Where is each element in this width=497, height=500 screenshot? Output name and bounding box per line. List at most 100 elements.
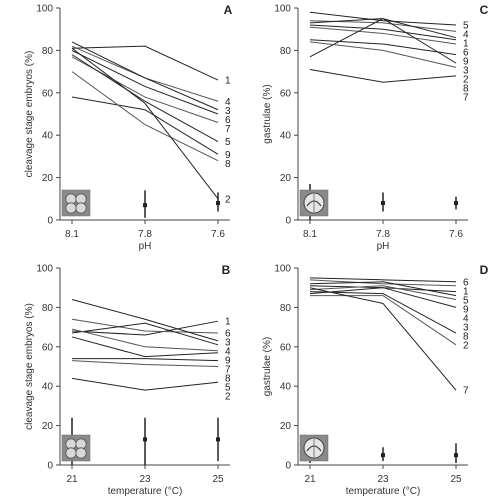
- x-axis-label: temperature (°C): [346, 486, 421, 497]
- series-line-8: [72, 358, 219, 362]
- y-tick-label: 100: [36, 4, 53, 15]
- error-mean-marker: [381, 453, 385, 458]
- x-tick-label: 21: [66, 474, 78, 485]
- y-tick-label: 40: [42, 131, 54, 142]
- series-label: 7: [225, 365, 231, 376]
- y-axis-label: cleavage stage embryos (%): [24, 303, 35, 430]
- y-tick-label: 0: [285, 461, 291, 472]
- x-tick-label: 25: [212, 474, 224, 485]
- panel-letter: A: [224, 3, 233, 17]
- series-line-4: [71, 45, 219, 102]
- series-label: 6: [225, 329, 231, 340]
- embryo-cleavage-icon: [61, 434, 91, 462]
- series-label: 7: [225, 124, 231, 135]
- series-line-4: [309, 285, 457, 301]
- embryo-gastrula-icon: [299, 189, 329, 217]
- series-line-2: [309, 18, 457, 64]
- series-line-7: [71, 336, 219, 358]
- y-tick-label: 20: [280, 421, 292, 432]
- embryo-gastrula-icon: [299, 434, 329, 462]
- x-tick-label: 7.8: [376, 229, 390, 240]
- y-axis-label: gastrulae (%): [262, 337, 273, 396]
- series-line-2: [310, 295, 457, 346]
- series-line-5: [309, 11, 457, 26]
- series-label: 2: [463, 340, 469, 351]
- series-label: 9: [225, 150, 231, 161]
- series-label: 9: [463, 304, 469, 315]
- series-line-7: [71, 56, 219, 123]
- y-tick-label: 80: [280, 46, 292, 57]
- series-label: 1: [463, 38, 469, 49]
- x-tick-label: 23: [139, 474, 151, 485]
- y-axis-label: cleavage stage embryos (%): [24, 51, 35, 178]
- x-tick-label: 23: [377, 474, 389, 485]
- x-tick-label: 7.6: [211, 229, 225, 240]
- panel-letter: D: [480, 263, 489, 277]
- series-label: 5: [463, 295, 469, 306]
- series-label: 5: [463, 20, 469, 31]
- series-label: 4: [463, 313, 469, 324]
- series-line-5: [71, 360, 219, 367]
- series-label: 5: [225, 383, 231, 394]
- y-axis-label: gastrulae (%): [262, 84, 273, 143]
- series-line-7: [309, 287, 457, 391]
- error-mean-marker: [454, 453, 458, 458]
- series-line-8: [309, 41, 457, 68]
- series-label: 6: [463, 277, 469, 288]
- x-tick-label: 21: [304, 474, 316, 485]
- panel-A: 0 20 40 60 80 100 8.1 7.8 7.6 pH cleavage stage em…: [24, 3, 233, 252]
- series-label: 3: [225, 106, 231, 117]
- series-line-1: [71, 45, 219, 81]
- series-line-3: [71, 299, 219, 342]
- y-tick-label: 20: [42, 173, 54, 184]
- series-line-1: [71, 320, 219, 336]
- series-line-6: [309, 24, 457, 41]
- series-label: 4: [225, 347, 231, 358]
- error-mean-marker: [216, 437, 220, 442]
- y-tick-label: 100: [36, 264, 53, 275]
- y-tick-label: 80: [42, 46, 54, 57]
- series-label: 7: [463, 92, 469, 103]
- series-label: 1: [225, 76, 231, 87]
- y-tick-label: 40: [42, 382, 54, 393]
- error-mean-marker: [216, 201, 220, 206]
- series-line-8: [71, 71, 219, 162]
- series-line-3: [71, 41, 219, 111]
- series-label: 8: [463, 331, 469, 342]
- series-line-6: [309, 277, 457, 283]
- y-tick-label: 0: [47, 216, 53, 227]
- series-label: 8: [225, 374, 231, 385]
- series-label: 8: [463, 83, 469, 94]
- y-tick-label: 60: [280, 88, 292, 99]
- y-tick-label: 60: [280, 342, 292, 353]
- series-line-2: [71, 377, 219, 391]
- series-label: 2: [463, 74, 469, 85]
- series-label: 4: [463, 29, 469, 40]
- series-line-1: [309, 18, 457, 39]
- series-line-9: [309, 26, 457, 45]
- error-mean-marker: [454, 201, 458, 206]
- series-line-3: [309, 287, 457, 308]
- y-tick-label: 0: [285, 216, 291, 227]
- panel-letter: C: [480, 3, 489, 17]
- x-tick-label: 7.6: [449, 229, 463, 240]
- y-tick-label: 80: [42, 303, 54, 314]
- series-line-5: [71, 54, 219, 142]
- y-tick-label: 20: [280, 173, 292, 184]
- y-tick-label: 100: [274, 264, 291, 275]
- y-tick-label: 20: [42, 421, 54, 432]
- series-line-8: [309, 291, 457, 334]
- y-tick-label: 40: [280, 382, 292, 393]
- x-tick-label: 25: [450, 474, 462, 485]
- series-line-6: [71, 318, 219, 334]
- series-line-1: [309, 279, 457, 287]
- series-label: 3: [463, 65, 469, 76]
- series-label: 3: [463, 322, 469, 333]
- series-line-6: [71, 49, 219, 115]
- series-label: 8: [225, 159, 231, 170]
- y-tick-label: 60: [42, 342, 54, 353]
- series-label: 6: [225, 115, 231, 126]
